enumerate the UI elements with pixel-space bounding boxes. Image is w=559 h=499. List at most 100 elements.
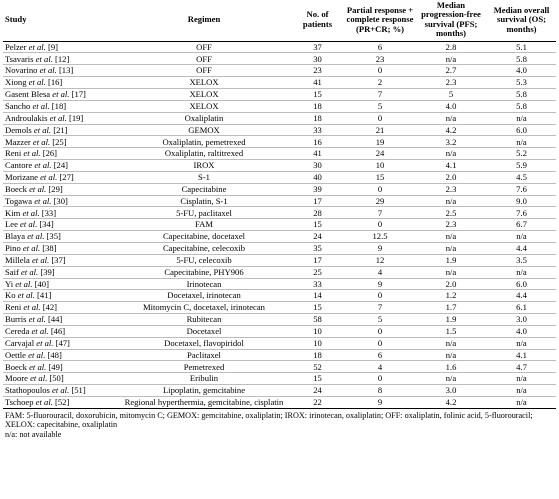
table-row: Oettle et al. [48] Paclitaxel 18 6 n/a 4.1 (3, 349, 556, 362)
cell-response: 4 (345, 360, 415, 374)
study-author: Oettle (5, 349, 29, 360)
study-etal: et al. (31, 254, 50, 265)
cell-response: 7 (345, 88, 415, 101)
study-etal: et al. (27, 231, 45, 242)
footnote-abbreviations: FAM: 5-fluorouracil, doxorubicin, mitomy… (5, 410, 533, 430)
chemotherapy-studies-table: Study Regimen No. of patients Partial re… (3, 0, 556, 409)
cell-pfs: 1.6 (415, 360, 487, 374)
study-author: Yi (5, 278, 16, 289)
cell-patients: 14 (290, 289, 345, 303)
cell-response: 24 (345, 147, 415, 161)
cell-response: 10 (345, 159, 415, 172)
cell-patients: 28 (290, 206, 345, 220)
cell-os: n/a (487, 372, 556, 386)
cell-patients: 25 (290, 266, 345, 279)
study-etal: et al. (32, 100, 50, 111)
study-etal: et al. (36, 337, 54, 348)
cell-os: 7.6 (487, 183, 556, 196)
cell-patients: 23 (290, 64, 345, 78)
cell-response: 9 (345, 242, 415, 255)
cell-pfs: 3.0 (415, 384, 487, 397)
table-row: Androulakis et al. [19] Oxaliplatin 18 0 n/a… (3, 112, 556, 125)
study-author: Moore (5, 373, 31, 384)
cell-pfs: 4.2 (415, 396, 487, 409)
cell-regimen: Eribulin (118, 372, 290, 386)
cell-pfs: 2.5 (415, 206, 487, 220)
cell-patients: 52 (290, 360, 345, 374)
cell-regimen: Oxaliplatin, pemetrexed (118, 135, 290, 149)
study-reference: [37] (49, 254, 66, 265)
cell-regimen: XELOX (118, 100, 290, 113)
cell-study: Novarino et al. [13] (3, 64, 118, 78)
cell-pfs: n/a (415, 52, 487, 66)
cell-study: Blaya et al. [35] (3, 230, 118, 243)
cell-patients: 33 (290, 278, 345, 291)
cell-regimen: 5-FU, celecoxib (118, 254, 290, 267)
cell-patients: 10 (290, 325, 345, 338)
cell-pfs: 1.9 (415, 313, 487, 326)
study-author: Millela (5, 254, 32, 265)
cell-os: 4.4 (487, 242, 556, 255)
table-row: Reni et al. [26] Oxaliplatin, raltitrexed… (3, 147, 556, 161)
study-reference: [13] (56, 65, 74, 76)
study-reference: [38] (40, 243, 57, 254)
cell-patients: 15 (290, 218, 345, 232)
study-author: Burris (5, 314, 29, 325)
cell-patients: 15 (290, 301, 345, 315)
cell-response: 0 (345, 218, 415, 232)
study-reference: [24] (51, 160, 69, 171)
cell-study: Reni et al. [26] (3, 147, 118, 161)
cell-os: 6.1 (487, 301, 556, 315)
cell-regimen: Docetaxel, irinotecan (118, 289, 290, 303)
cell-regimen: Oxaliplatin (118, 112, 290, 125)
table-row: Cantore et al. [24] IROX 30 10 4.1 5.9 (3, 159, 556, 172)
table-row: Sancho et al. [18] XELOX 18 5 4.0 5.8 (3, 100, 556, 113)
cell-study: Moore et al. [50] (3, 372, 118, 386)
study-reference: [17] (69, 89, 86, 100)
cell-regimen: Irinotecan (118, 278, 290, 291)
table-row: Millela et al. [37] 5-FU, celecoxib 17 12 1.… (3, 254, 556, 267)
study-reference: [30] (51, 195, 68, 206)
study-reference: [50] (47, 373, 64, 384)
cell-pfs: n/a (415, 195, 487, 208)
cell-os: 3.5 (487, 254, 556, 267)
cell-study: Boeck et al. [49] (3, 360, 118, 374)
cell-study: Tschoep et al. [52] (3, 396, 118, 409)
cell-pfs: 4.0 (415, 100, 487, 113)
cell-regimen: Docetaxel, flavopiridol (118, 337, 290, 350)
cell-pfs: 2.0 (415, 171, 487, 184)
cell-patients: 17 (290, 254, 345, 267)
cell-regimen: Capecitabine (118, 183, 290, 196)
cell-regimen: OFF (118, 41, 290, 54)
table-header: Study Regimen No. of patients Partial re… (3, 0, 556, 42)
cell-pfs: 2.8 (415, 41, 487, 54)
study-etal: et al. (30, 373, 48, 384)
table-row: Morizane et al. [27] S-1 40 15 2.0 4.5 (3, 171, 556, 184)
cell-study: Yi et al. [40] (3, 278, 118, 291)
study-author: Morizane (5, 172, 41, 183)
cell-patients: 41 (290, 147, 345, 161)
study-etal: et al. (28, 349, 46, 360)
cell-response: 0 (345, 325, 415, 338)
table-row: Ko et al. [41] Docetaxel, irinotecan 14 0 1.… (3, 289, 556, 303)
cell-patients: 15 (290, 88, 345, 101)
study-reference: [44] (45, 314, 63, 325)
table-row: Boeck et al. [49] Pemetrexed 52 4 1.6 4.7 (3, 360, 556, 374)
study-author: Reni (5, 302, 24, 313)
study-author: Ko (5, 290, 18, 301)
cell-os: 4.0 (487, 64, 556, 78)
table-row: Stathopoulos et al. [51] Lipoplatin, gemc… (3, 384, 556, 397)
cell-patients: 41 (290, 76, 345, 89)
cell-patients: 16 (290, 135, 345, 149)
cell-patients: 18 (290, 349, 345, 362)
study-author: Sancho (5, 100, 33, 111)
cell-study: Xiong et al. [16] (3, 76, 118, 89)
cell-study: Lee et al. [34] (3, 218, 118, 232)
cell-pfs: 2.3 (415, 218, 487, 232)
table-row: Saif et al. [39] Capecitabine, PHY906 25 4 n… (3, 266, 556, 279)
study-author: Pino (5, 243, 23, 254)
cell-response: 2 (345, 76, 415, 89)
study-reference: [49] (46, 361, 63, 372)
study-author: Lee (5, 219, 21, 230)
cell-os: 5.2 (487, 147, 556, 161)
